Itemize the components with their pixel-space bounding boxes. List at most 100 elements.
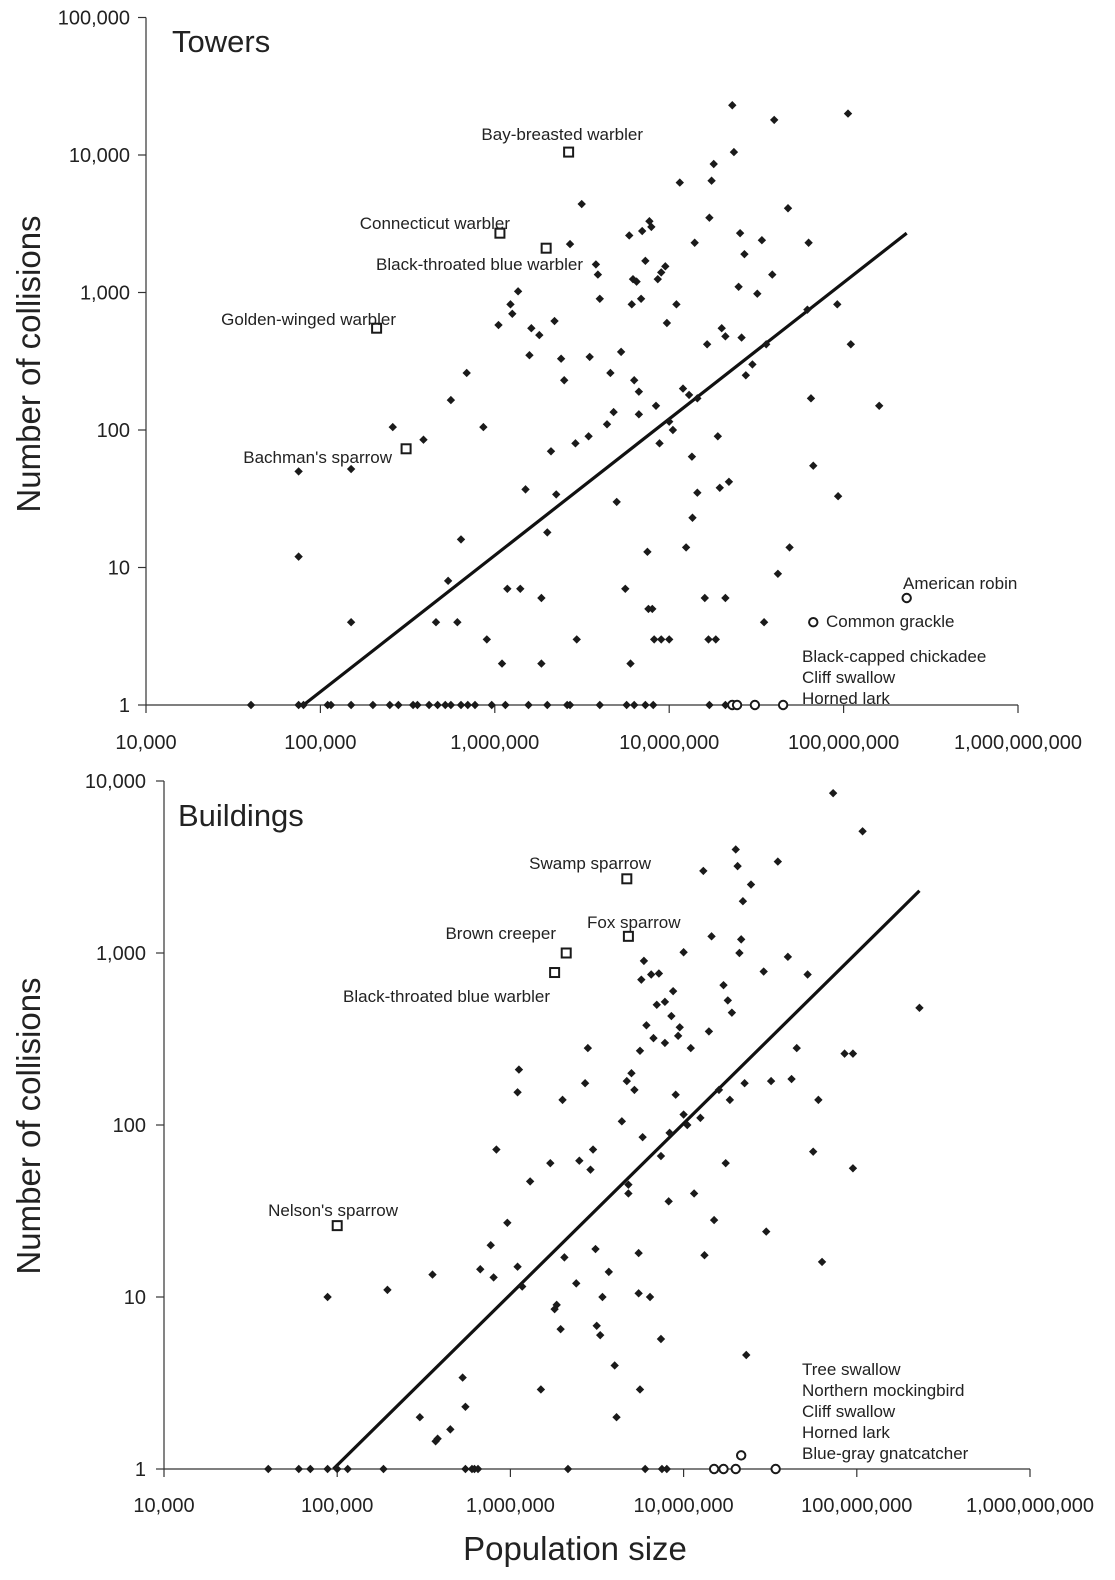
- buildings-data-point: [808, 1147, 818, 1156]
- towers-point-label: Bachman's sparrow: [243, 448, 392, 467]
- towers-data-point: [737, 333, 746, 342]
- towers-data-point: [729, 147, 739, 157]
- buildings-data-point: [489, 1273, 498, 1282]
- towers-data-point: [346, 700, 356, 710]
- buildings-data-point: [634, 1289, 643, 1298]
- towers-data-point: [424, 700, 434, 710]
- towers-data-point: [705, 700, 714, 710]
- buildings-data-point: [709, 1215, 719, 1225]
- buildings-data-point: [333, 1464, 342, 1474]
- towers-data-point: [741, 371, 751, 380]
- towers-data-point: [294, 700, 303, 710]
- buildings-data-point: [634, 1248, 643, 1258]
- buildings-data-point: [446, 1425, 455, 1434]
- buildings-data-point: [596, 1330, 605, 1340]
- buildings-data-point: [624, 1180, 633, 1189]
- buildings-data-point: [552, 1300, 561, 1310]
- buildings-data-point: [461, 1464, 470, 1474]
- y-axis-label-towers: Number of collisions: [10, 215, 47, 512]
- buildings-data-point: [723, 996, 733, 1005]
- towers-data-point: [637, 226, 647, 236]
- buildings-data-point: [513, 1088, 522, 1097]
- towers-data-point: [326, 700, 336, 710]
- buildings-data-point: [431, 1437, 440, 1446]
- buildings-data-point: [773, 857, 783, 866]
- buildings-data-point: [667, 1011, 676, 1021]
- buildings-data-point: [649, 1033, 658, 1043]
- towers-circle-point: [808, 617, 819, 628]
- towers-data-point: [665, 635, 674, 644]
- towers-data-point: [616, 347, 626, 357]
- towers-data-point: [543, 528, 552, 537]
- towers-data-point: [704, 635, 713, 644]
- towers-highlight-point: [400, 443, 412, 455]
- buildings-data-point: [679, 948, 688, 957]
- towers-data-point: [757, 236, 767, 245]
- towers-data-point: [665, 417, 674, 426]
- buildings-data-point: [686, 1043, 695, 1053]
- buildings-data-point: [654, 969, 664, 978]
- towers-data-point: [527, 324, 536, 333]
- buildings-data-point: [731, 845, 740, 854]
- towers-x-tick-label: 10,000: [115, 732, 176, 754]
- buildings-data-point: [766, 1076, 776, 1086]
- towers-data-point: [299, 700, 308, 710]
- buildings-data-point: [592, 1321, 601, 1331]
- buildings-data-point: [598, 1292, 607, 1302]
- towers-data-point: [773, 569, 783, 578]
- towers-y-tick-label: 1: [119, 695, 130, 717]
- towers-data-point: [655, 439, 664, 448]
- buildings-highlight-point: [622, 930, 634, 942]
- towers-data-point: [783, 204, 793, 213]
- buildings-data-point: [563, 1464, 573, 1474]
- towers-data-point: [612, 497, 621, 507]
- buildings-point-label: Nelson's sparrow: [268, 1201, 399, 1220]
- towers-x-tick-label: 100,000,000: [788, 732, 899, 754]
- towers-data-point: [634, 410, 644, 419]
- towers-data-point: [645, 217, 654, 226]
- buildings-data-point: [736, 935, 746, 944]
- buildings-species-label: Tree swallow: [802, 1360, 901, 1379]
- buildings-data-point: [642, 1021, 651, 1030]
- towers-data-point: [717, 324, 726, 333]
- towers-data-point: [649, 635, 659, 644]
- towers-data-point: [681, 543, 691, 552]
- towers-point-label: Bay-breasted warbler: [481, 125, 643, 144]
- buildings-data-point: [700, 1250, 709, 1260]
- towers-data-point: [843, 109, 853, 118]
- towers-data-point: [688, 513, 697, 522]
- buildings-data-point: [707, 932, 716, 941]
- towers-data-point: [368, 700, 378, 710]
- towers-point-label: Golden-winged warbler: [221, 310, 396, 329]
- towers-data-point: [506, 300, 515, 309]
- towers-highlight-point: [563, 146, 575, 158]
- buildings-data-point: [817, 1257, 827, 1267]
- towers-data-point: [687, 452, 697, 461]
- towers-data-point: [560, 376, 569, 385]
- towers-data-point: [550, 316, 559, 326]
- buildings-data-point: [646, 970, 656, 979]
- towers-data-point: [552, 490, 561, 499]
- towers-data-point: [759, 618, 769, 627]
- towers-data-point: [715, 483, 724, 492]
- towers-data-point: [584, 432, 593, 441]
- towers-data-point: [769, 115, 779, 125]
- buildings-data-point: [840, 1049, 849, 1058]
- towers-data-point: [753, 289, 762, 298]
- buildings-data-point: [604, 1267, 614, 1277]
- towers-data-point: [702, 340, 712, 349]
- towers-data-point: [609, 407, 618, 417]
- towers-y-tick-label: 100: [97, 420, 130, 442]
- buildings-data-point: [635, 1046, 645, 1056]
- towers-data-point: [503, 584, 512, 593]
- towers-data-point: [804, 238, 813, 247]
- buildings-data-point: [652, 1000, 661, 1009]
- towers-species-label: Black-capped chickadee: [802, 647, 986, 666]
- towers-data-point: [641, 700, 650, 710]
- towers-data-point: [572, 635, 581, 644]
- towers-x-tick-label: 100,000: [284, 732, 356, 754]
- towers-point-label: Black-throated blue warbler: [376, 255, 583, 274]
- buildings-data-point: [580, 1078, 590, 1088]
- towers-data-point: [453, 618, 462, 627]
